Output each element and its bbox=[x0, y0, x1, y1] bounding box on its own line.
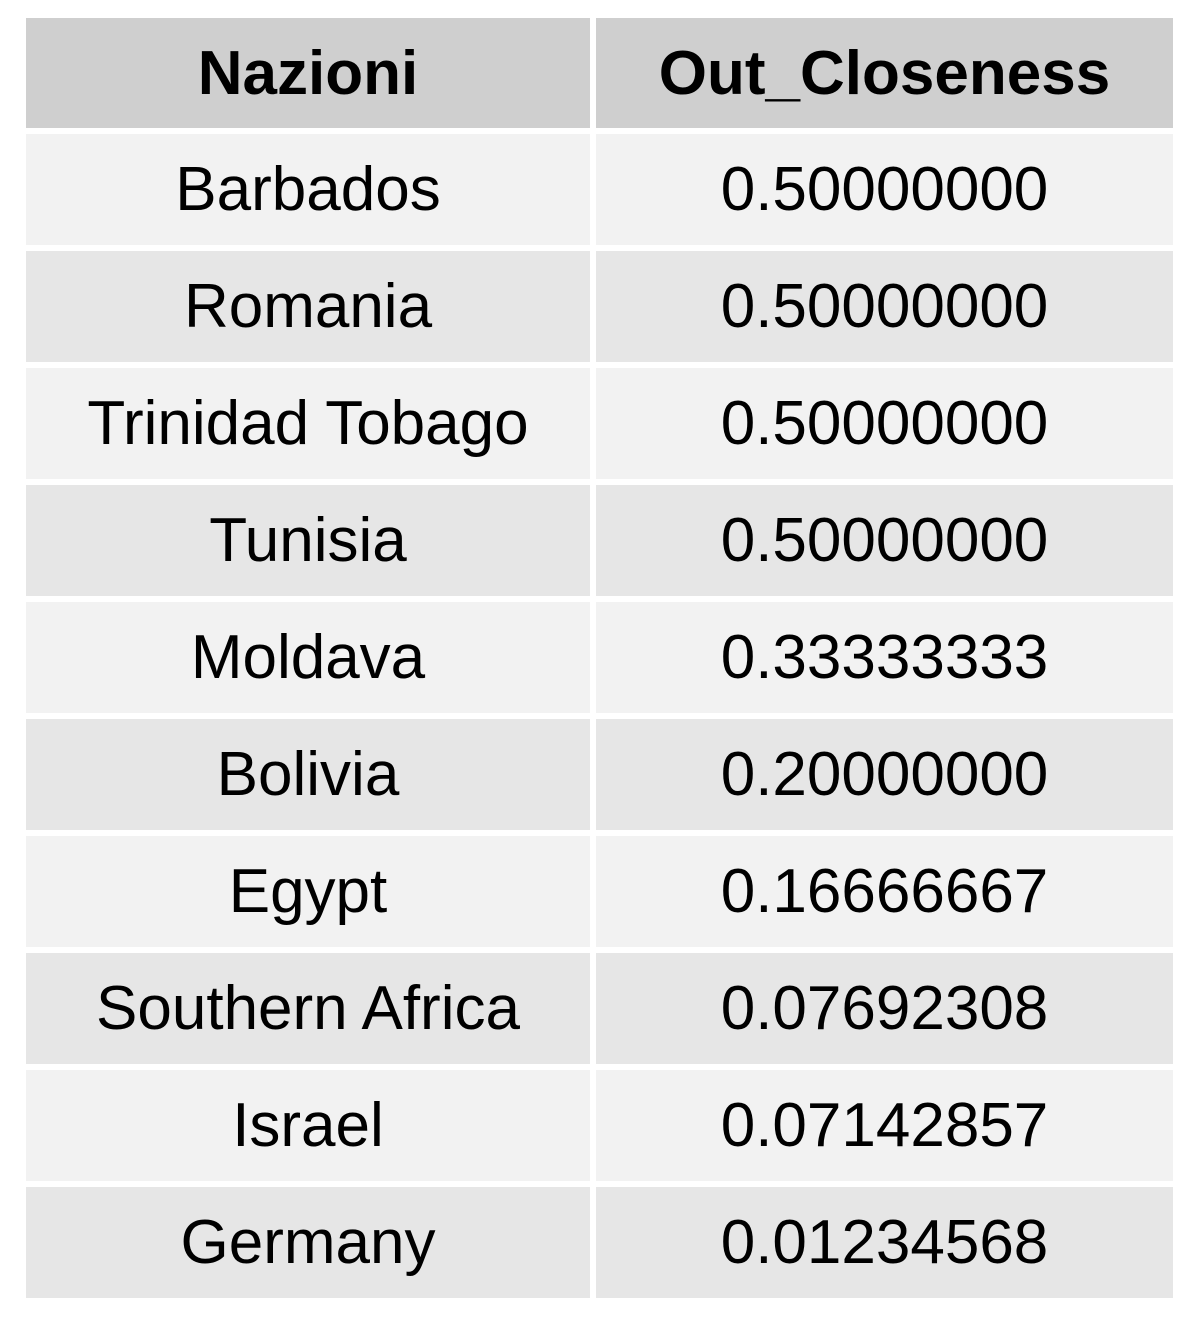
cell-out-closeness: 0.50000000 bbox=[596, 134, 1173, 251]
cell-out-closeness: 0.01234568 bbox=[596, 1187, 1173, 1298]
cell-nazioni: Barbados bbox=[26, 134, 596, 251]
cell-nazioni: Southern Africa bbox=[26, 953, 596, 1070]
table-row: Moldava 0.33333333 bbox=[26, 602, 1173, 719]
table-row: Germany 0.01234568 bbox=[26, 1187, 1173, 1298]
cell-out-closeness: 0.07692308 bbox=[596, 953, 1173, 1070]
cell-nazioni: Bolivia bbox=[26, 719, 596, 836]
table-row: Israel 0.07142857 bbox=[26, 1070, 1173, 1187]
cell-out-closeness: 0.20000000 bbox=[596, 719, 1173, 836]
data-table: Nazioni Out_Closeness Barbados 0.50000000… bbox=[26, 18, 1173, 1298]
cell-nazioni: Egypt bbox=[26, 836, 596, 953]
cell-out-closeness: 0.50000000 bbox=[596, 485, 1173, 602]
cell-out-closeness: 0.16666667 bbox=[596, 836, 1173, 953]
cell-out-closeness: 0.50000000 bbox=[596, 251, 1173, 368]
cell-nazioni: Germany bbox=[26, 1187, 596, 1298]
cell-nazioni: Israel bbox=[26, 1070, 596, 1187]
cell-nazioni: Romania bbox=[26, 251, 596, 368]
table-row: Tunisia 0.50000000 bbox=[26, 485, 1173, 602]
cell-nazioni: Moldava bbox=[26, 602, 596, 719]
table-container: Nazioni Out_Closeness Barbados 0.50000000… bbox=[26, 18, 1173, 1298]
cell-out-closeness: 0.33333333 bbox=[596, 602, 1173, 719]
table-row: Barbados 0.50000000 bbox=[26, 134, 1173, 251]
table-row: Bolivia 0.20000000 bbox=[26, 719, 1173, 836]
column-header-out-closeness: Out_Closeness bbox=[596, 18, 1173, 134]
table-body: Barbados 0.50000000 Romania 0.50000000 Trini… bbox=[26, 134, 1173, 1298]
header-row: Nazioni Out_Closeness bbox=[26, 18, 1173, 134]
cell-nazioni: Tunisia bbox=[26, 485, 596, 602]
cell-out-closeness: 0.07142857 bbox=[596, 1070, 1173, 1187]
table-row: Romania 0.50000000 bbox=[26, 251, 1173, 368]
table-row: Trinidad Tobago 0.50000000 bbox=[26, 368, 1173, 485]
table-row: Egypt 0.16666667 bbox=[26, 836, 1173, 953]
column-header-nazioni: Nazioni bbox=[26, 18, 596, 134]
cell-nazioni: Trinidad Tobago bbox=[26, 368, 596, 485]
cell-out-closeness: 0.50000000 bbox=[596, 368, 1173, 485]
table-row: Southern Africa 0.07692308 bbox=[26, 953, 1173, 1070]
